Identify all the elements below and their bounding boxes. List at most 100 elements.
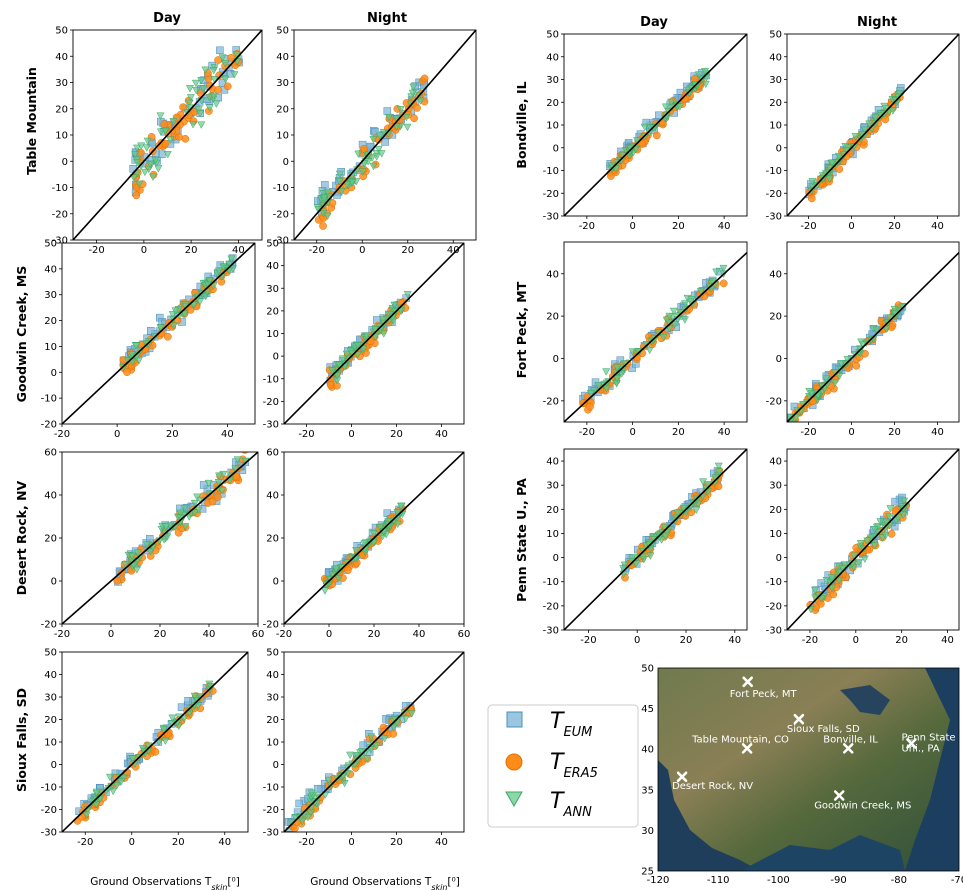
y-tick-label: 30 — [546, 75, 559, 86]
data-point-ann — [679, 504, 688, 513]
data-point-ann — [407, 710, 416, 718]
x-tick-label: 0 — [848, 427, 854, 438]
legend-item-ann: TANN — [505, 789, 592, 820]
one-to-one-line — [564, 252, 747, 422]
y-tick-label: 50 — [266, 648, 279, 659]
x-tick-label: 40 — [232, 245, 245, 256]
data-point-ann — [335, 178, 344, 186]
x-tick-label: 20 — [172, 837, 185, 848]
one-to-one-line — [564, 34, 747, 216]
y-tick-label: -30 — [766, 212, 782, 223]
circle-marker-icon — [505, 753, 523, 771]
y-tick-label: 40 — [276, 52, 289, 63]
data-point-ann — [192, 87, 201, 95]
data-point-ann — [403, 123, 412, 132]
site-cross-icon — [842, 743, 854, 754]
y-tick-label: 0 — [273, 352, 279, 363]
data-point-eum — [184, 697, 192, 705]
data-point-ann — [646, 552, 655, 560]
x-tick-label: 0 — [114, 429, 120, 440]
y-tick-label: -20 — [41, 805, 57, 816]
map-x-tick-label: -100 — [767, 875, 790, 886]
y-tick-label: 10 — [769, 121, 782, 132]
x-tick-label: 20 — [401, 245, 414, 256]
data-point-ann — [332, 565, 341, 573]
data-point-ann — [190, 692, 199, 701]
y-tick-label: -30 — [263, 828, 279, 839]
legend-frame — [487, 704, 639, 828]
y-tick-label: 10 — [266, 329, 279, 340]
y-tick-label: 0 — [283, 157, 289, 168]
y-tick-label: -30 — [543, 212, 559, 223]
site-cross-icon — [906, 738, 917, 749]
data-point-ann — [343, 180, 352, 189]
data-point-ann — [613, 375, 622, 383]
data-point-era5 — [852, 361, 861, 370]
data-point-ann — [681, 300, 690, 308]
data-point-eum — [381, 138, 389, 146]
data-point-ann — [806, 606, 815, 614]
map-site: Sioux Falls, SD — [787, 713, 860, 735]
y-tick-label: -20 — [273, 209, 289, 220]
y-tick-label: 20 — [276, 104, 289, 115]
col-header-night-right: Night — [857, 15, 897, 30]
data-point-ann — [792, 414, 801, 422]
data-point-ann — [232, 51, 241, 59]
y-tick-label: 40 — [769, 457, 782, 468]
y-tick-label: -30 — [52, 236, 68, 247]
data-point-ann — [860, 555, 869, 563]
data-point-ann — [586, 390, 595, 398]
x-tick-label: 40 — [931, 427, 944, 438]
data-point-ann — [376, 523, 385, 532]
y-tick-label: 20 — [769, 312, 782, 323]
map-x-tick-label: -80 — [891, 875, 907, 886]
y-tick-label: -10 — [52, 183, 68, 194]
data-point-ann — [163, 533, 172, 542]
x-tick-label: -20 — [54, 629, 70, 640]
data-point-ann — [835, 372, 844, 381]
data-point-ann — [209, 67, 218, 75]
y-tick-label: 0 — [553, 553, 559, 564]
map-y-tick-label: 40 — [641, 745, 654, 756]
scatter-panel: -20 0 20 40 -30 -20 -10 0 10 20 30 40 50 — [263, 648, 465, 848]
y-tick-label: -10 — [766, 166, 782, 177]
data-point-ann — [214, 479, 223, 487]
data-point-eum — [359, 741, 367, 750]
site-cross-icon — [741, 743, 753, 754]
one-to-one-line — [284, 243, 464, 424]
one-to-one-line — [284, 452, 464, 624]
one-to-one-line — [73, 30, 262, 240]
y-tick-label: 30 — [44, 290, 57, 301]
data-point-ann — [362, 332, 371, 341]
y-tick-label: 40 — [546, 269, 559, 280]
y-tick-label: 0 — [553, 354, 559, 365]
x-tick-label: 60 — [252, 629, 265, 640]
y-tick-label: 40 — [55, 52, 68, 63]
y-tick-label: -10 — [41, 783, 57, 794]
data-point-ann — [715, 468, 724, 476]
data-point-ann — [201, 66, 210, 75]
data-point-ann — [119, 774, 128, 783]
data-point-ann — [396, 106, 405, 114]
y-tick-label: -20 — [263, 397, 279, 408]
gulf-of-mexico — [740, 835, 905, 871]
y-tick-label: 20 — [769, 505, 782, 516]
y-tick-label: 0 — [776, 143, 782, 154]
one-to-one-line — [284, 652, 464, 832]
y-tick-label: -20 — [41, 620, 57, 631]
data-point-ann — [353, 751, 362, 760]
y-tick-label: 20 — [769, 98, 782, 109]
row-label-bondville: Bondville, IL — [514, 81, 529, 168]
one-to-one-line — [787, 34, 959, 216]
data-point-ann — [390, 301, 399, 310]
y-tick-label: 30 — [44, 693, 57, 704]
y-tick-label: 20 — [55, 104, 68, 115]
x-tick-label: 0 — [629, 221, 635, 232]
data-point-ann — [129, 561, 139, 570]
site-cross-icon — [793, 713, 805, 725]
data-point-ann — [359, 345, 368, 353]
y-tick-label: 20 — [266, 715, 279, 726]
data-point-ann — [320, 194, 329, 202]
svg-text:TERA5: TERA5 — [550, 750, 598, 781]
y-tick-label: -30 — [273, 236, 289, 247]
